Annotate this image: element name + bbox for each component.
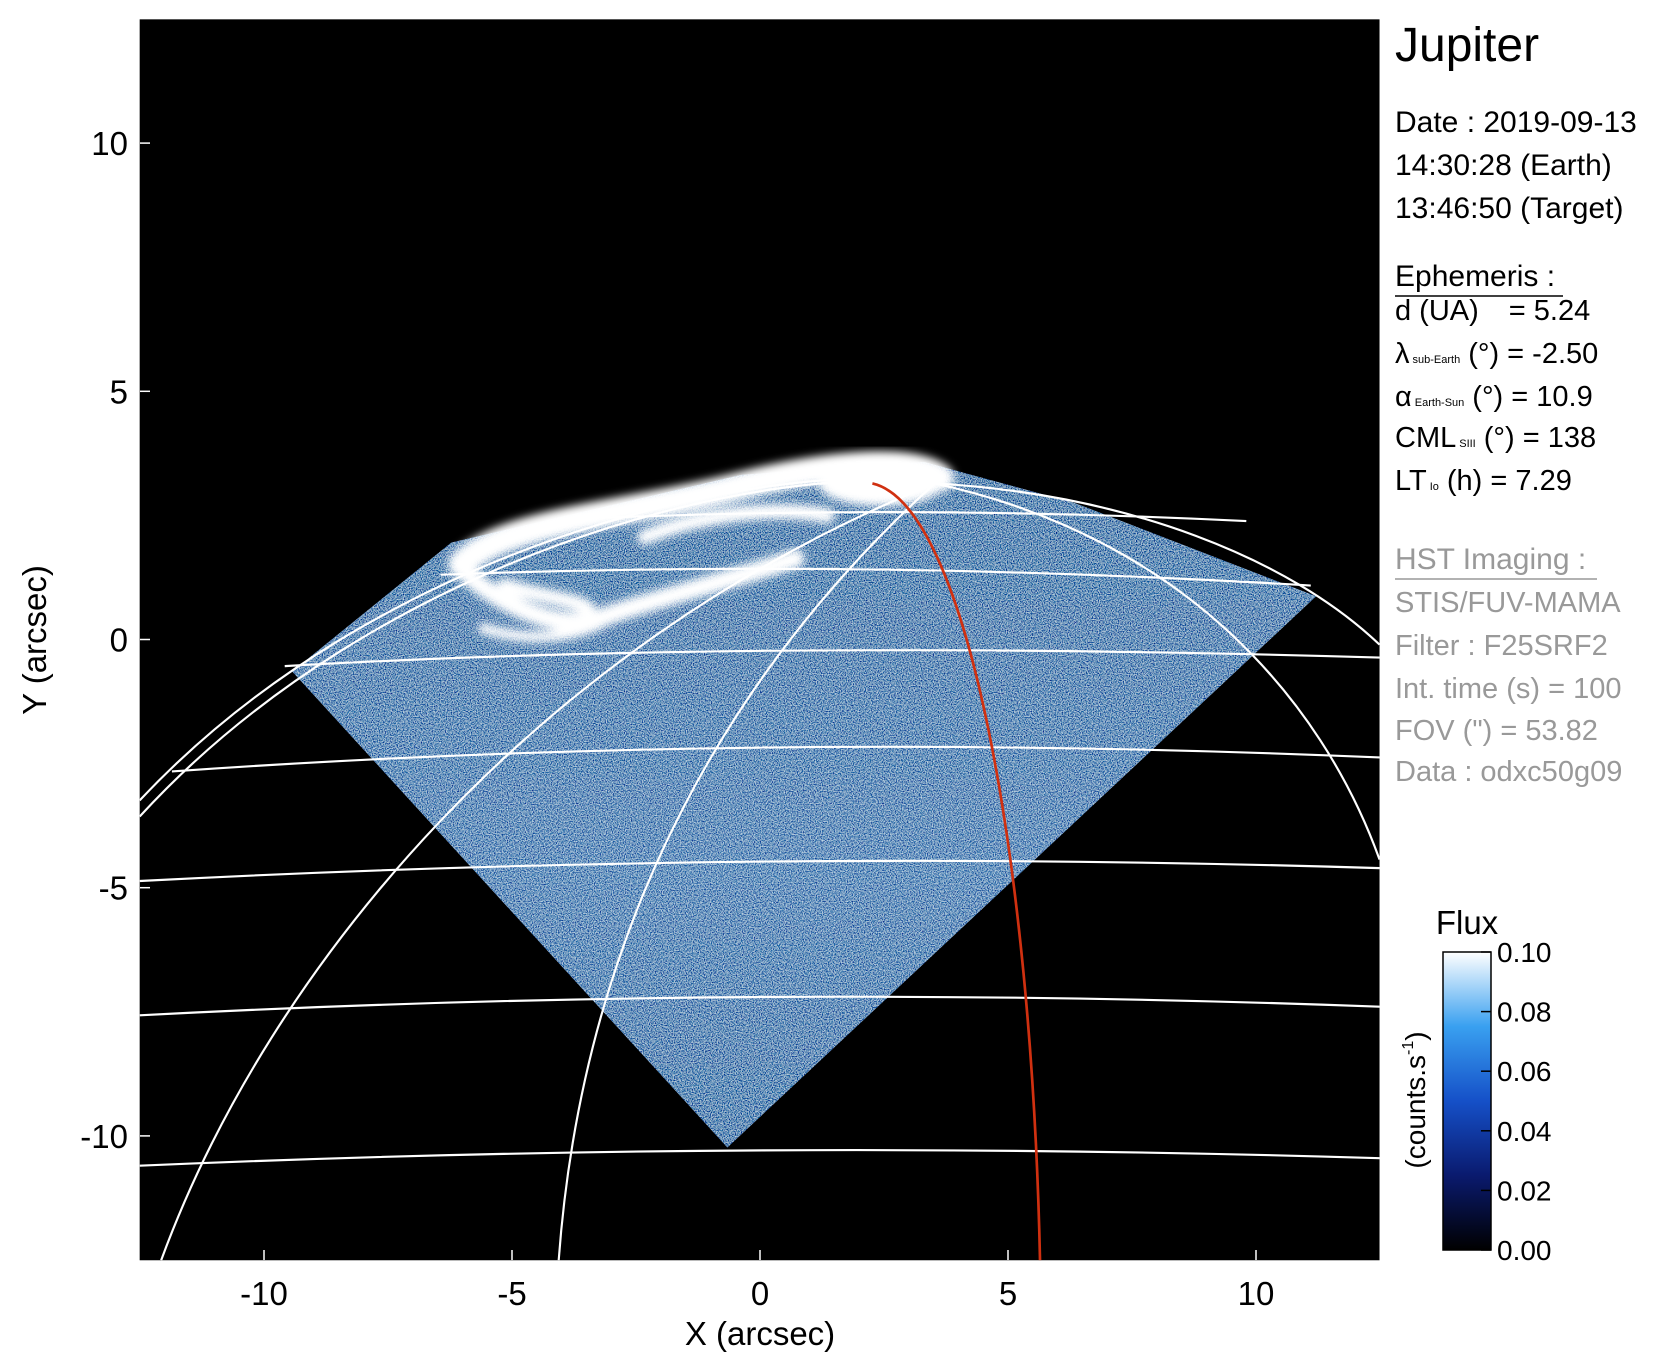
colorbar-label-part: (counts.s — [1400, 1055, 1431, 1169]
ephemeris-value: = 5.24 — [1509, 295, 1590, 327]
x-tick-label: -5 — [497, 1275, 526, 1312]
ephemeris-value: (h) = 7.29 — [1447, 465, 1572, 497]
ephemeris-title: Ephemeris : — [1395, 260, 1555, 293]
y-tick-label: -5 — [99, 870, 128, 907]
x-tick-label: 10 — [1238, 1275, 1275, 1312]
ephemeris-value: (°) = 138 — [1484, 422, 1596, 454]
imaging-title: HST Imaging : — [1395, 543, 1586, 576]
imaging-line: Data : odxc50g09 — [1395, 756, 1622, 788]
colorbar-tick-label: 0.08 — [1497, 997, 1552, 1028]
date-line: Date : 2019-09-13 — [1395, 106, 1637, 139]
y-tick-label: 10 — [91, 125, 128, 162]
meridian-line — [872, 482, 1042, 1261]
colorbar-tick-label: 0.00 — [1497, 1235, 1552, 1266]
ephemeris-symbol: λ — [1395, 338, 1410, 370]
colorbar-tick-label: 0.02 — [1497, 1175, 1552, 1206]
date-line: 13:46:50 (Target) — [1395, 192, 1623, 225]
panel-title: Jupiter — [1395, 19, 1539, 72]
ephemeris-entry: λ sub-Earth (°) = -2.50 — [1395, 338, 1598, 370]
colorbar-label: (counts.s-1) — [1400, 1031, 1431, 1168]
colorbar-tick-label: 0.10 — [1497, 937, 1552, 968]
ephemeris-symbol: CML — [1395, 422, 1456, 454]
ephemeris-value: (°) = -2.50 — [1468, 338, 1598, 370]
ephemeris-symbol: LT — [1395, 465, 1427, 497]
observation — [139, 451, 1380, 1261]
colorbar-tick-label: 0.04 — [1497, 1116, 1552, 1147]
ephemeris-sub: sub-Earth — [1413, 354, 1461, 366]
x-axis-label: X (arcsec) — [685, 1315, 835, 1352]
date-line: 14:30:28 (Earth) — [1395, 149, 1612, 182]
x-tick-label: 0 — [751, 1275, 769, 1312]
colorbar-label-part: ) — [1400, 1031, 1431, 1040]
x-tick-label: 5 — [999, 1275, 1017, 1312]
y-axis-label: Y (arcsec) — [16, 565, 53, 715]
imaging-line: STIS/FUV-MAMA — [1395, 587, 1621, 619]
ephemeris-sub: SIII — [1459, 438, 1476, 450]
colorbar — [1442, 951, 1492, 1251]
ephemeris-entry: α Earth-Sun (°) = 10.9 — [1395, 381, 1593, 413]
imaging-line: Filter : F25SRF2 — [1395, 630, 1608, 662]
imaging-line: Int. time (s) = 100 — [1395, 673, 1621, 705]
ephemeris-entry: CML SIII (°) = 138 — [1395, 422, 1596, 454]
colorbar-label-sup: -1 — [1400, 1041, 1417, 1055]
ephemeris-value: (°) = 10.9 — [1472, 381, 1592, 413]
ephemeris-symbol: α — [1395, 381, 1412, 413]
ephemeris-entry: LT Io (h) = 7.29 — [1395, 465, 1572, 497]
imaging-line: FOV (") = 53.82 — [1395, 715, 1598, 747]
graticule — [139, 477, 1380, 1261]
colorbar-title: Flux — [1436, 904, 1499, 941]
colorbar-tick-label: 0.06 — [1497, 1056, 1552, 1087]
x-tick-label: -10 — [240, 1275, 288, 1312]
image-layer — [139, 19, 1380, 1261]
ephemeris-entry: d (UA) = 5.24 — [1395, 295, 1590, 327]
y-tick-label: -10 — [80, 1118, 128, 1155]
y-tick-label: 0 — [110, 622, 128, 659]
ephemeris-symbol: d (UA) — [1395, 295, 1479, 327]
ephemeris-sub: Earth-Sun — [1415, 397, 1465, 409]
ephemeris-sub: Io — [1430, 481, 1439, 493]
y-tick-label: 5 — [110, 373, 128, 410]
